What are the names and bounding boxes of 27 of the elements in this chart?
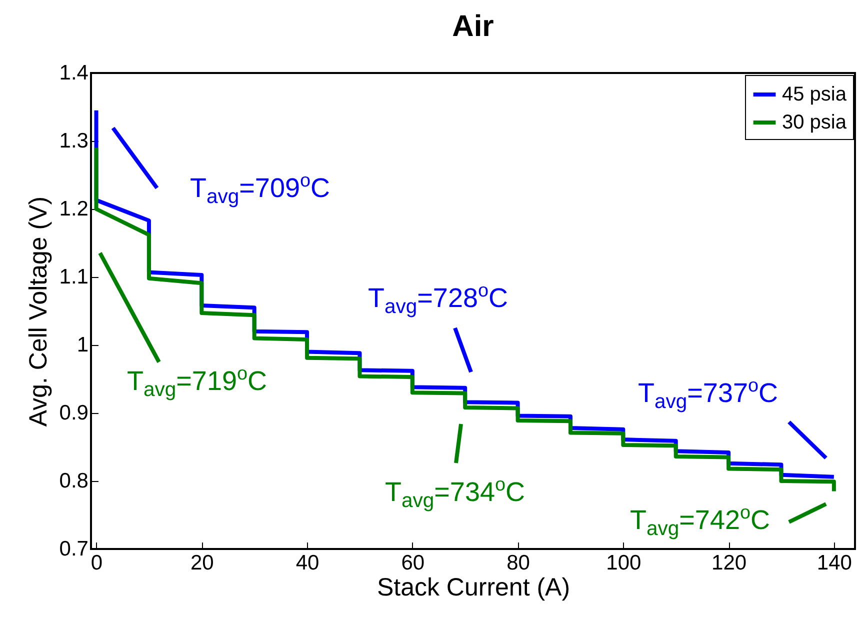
annotation: T$_{avg}$=709$^{o}$C <box>190 170 330 208</box>
y-tick-label: 1 <box>76 334 88 356</box>
chart-title: Air <box>452 10 494 43</box>
annotation: T$_{avg}$=734$^{o}$C <box>385 474 525 512</box>
x-tick-label: 80 <box>506 552 530 574</box>
x-tick-label: 60 <box>401 552 425 574</box>
y-tick-label: 0.8 <box>59 470 88 492</box>
annotation: T$_{avg}$=737$^{o}$C <box>638 376 778 414</box>
x-tick-label: 40 <box>296 552 320 574</box>
x-tick-label: 120 <box>712 552 747 574</box>
x-axis-title: Stack Current (A) <box>376 574 570 602</box>
y-tick-label: 1.4 <box>59 62 89 84</box>
y-tick-label: 1.3 <box>59 130 88 152</box>
annotation: T$_{avg}$=719$^{o}$C <box>127 364 267 402</box>
legend-label: 45 psia <box>782 84 848 106</box>
y-axis-title: Avg. Cell Voltage (V) <box>24 196 52 427</box>
x-tick-label: 20 <box>190 552 214 574</box>
y-tick-label: 1.1 <box>59 266 88 288</box>
legend-label: 30 psia <box>782 112 848 134</box>
annotation: T$_{avg}$=742$^{o}$C <box>630 502 770 540</box>
y-tick-label: 0.7 <box>59 538 88 560</box>
y-tick-label: 0.9 <box>59 402 88 424</box>
annotation: T$_{avg}$=728$^{o}$C <box>368 280 508 318</box>
x-tick-label: 0 <box>90 552 103 574</box>
x-tick-label: 140 <box>816 552 852 574</box>
x-tick-label: 100 <box>606 552 642 574</box>
y-tick-label: 1.2 <box>59 198 88 220</box>
